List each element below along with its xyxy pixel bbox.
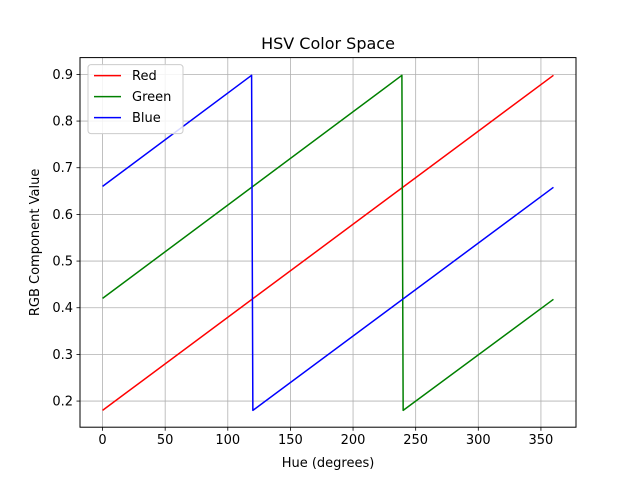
grid [80,57,576,428]
chart-title: HSV Color Space [261,34,395,53]
legend-label: Blue [132,111,161,126]
legend-label: Green [132,90,171,105]
x-tick-label: 200 [341,433,366,448]
y-tick-label: 0.9 [52,68,73,83]
legend-label: Red [132,69,157,84]
y-tick-label: 0.2 [52,395,73,410]
y-tick-label: 0.6 [52,208,73,223]
x-tick-label: 50 [157,433,174,448]
y-tick-label: 0.7 [52,161,73,176]
ticks: 0 50 100 150 200 250 300 350 0.2 0.3 0.4 0.5 0.6 0.7 0… [52,68,553,448]
y-tick-label: 0.5 [52,255,73,270]
legend: Red Green Blue [87,64,184,135]
x-tick-label: 0 [98,433,106,448]
y-axis-label: RGB Component Value [28,169,43,316]
x-tick-label: 250 [403,433,428,448]
x-axis-label: Hue (degrees) [282,456,375,471]
legend-box [87,64,184,135]
series-line-red [102,74,554,412]
x-tick-label: 350 [529,433,554,448]
y-tick-label: 0.8 [52,115,73,130]
y-tick-label: 0.4 [52,301,73,316]
y-tick-label: 0.3 [52,348,73,363]
x-tick-label: 100 [215,433,240,448]
x-tick-label: 300 [466,433,491,448]
plot-frame [79,57,577,428]
x-tick-label: 150 [278,433,303,448]
